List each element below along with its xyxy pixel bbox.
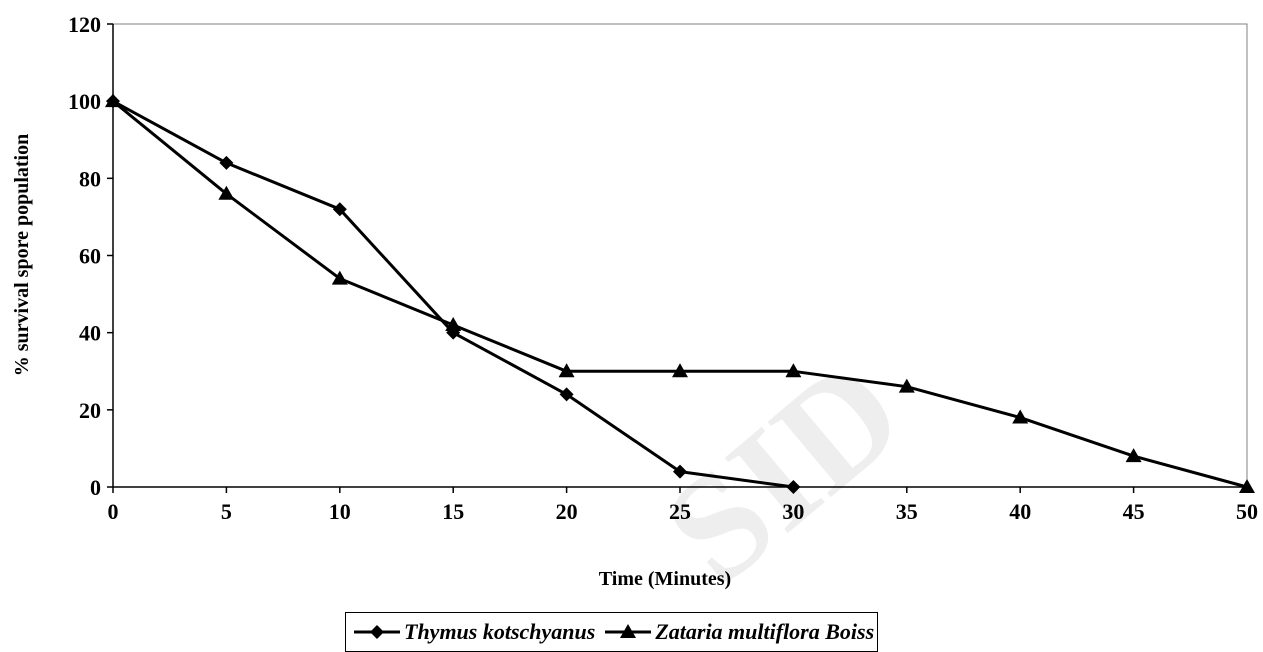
x-tick-label: 40 <box>1009 499 1031 524</box>
y-tick-label: 40 <box>79 321 101 346</box>
legend-item-zataria: Zataria multiflora Boiss <box>605 619 874 645</box>
legend-label-thymus: Thymus kotschyanus <box>404 619 596 644</box>
y-tick-label: 20 <box>79 398 101 423</box>
x-tick-label: 15 <box>442 499 464 524</box>
plot-area <box>112 23 1248 488</box>
data-point-triangle <box>898 378 915 393</box>
x-tick-label: 45 <box>1123 499 1145 524</box>
series-line-1 <box>112 99 794 489</box>
series-2 <box>105 93 1255 493</box>
legend: Thymus kotschyanus Zataria multiflora Bo… <box>345 612 878 652</box>
data-point-diamond <box>219 155 234 170</box>
y-tick-label: 80 <box>79 166 101 191</box>
series-layer <box>105 93 1255 494</box>
legend-item-thymus: Thymus kotschyanus <box>354 619 595 645</box>
x-tick-label: 10 <box>329 499 351 524</box>
data-point-triangle <box>331 270 348 285</box>
x-tick-labels: 0 5 10 15 20 25 30 35 40 45 50 <box>108 487 1258 524</box>
data-point-triangle <box>445 316 462 331</box>
y-tick-label: 120 <box>68 12 101 37</box>
data-point-diamond <box>786 480 801 494</box>
data-point-triangle <box>785 363 802 378</box>
data-point-triangle <box>218 185 235 200</box>
series-1 <box>106 94 801 494</box>
x-tick-label: 20 <box>556 499 578 524</box>
x-tick-label: 5 <box>221 499 232 524</box>
axes <box>112 24 1247 488</box>
data-point-triangle <box>558 363 575 378</box>
y-axis-title: % survival spore population <box>11 134 33 376</box>
y-tick-label: 100 <box>68 89 101 114</box>
y-tick-label: 60 <box>79 244 101 269</box>
data-point-diamond <box>559 387 574 402</box>
data-point-triangle <box>1239 479 1255 493</box>
y-tick-labels: 0 20 40 60 80 100 120 <box>68 12 113 500</box>
x-tick-label: 50 <box>1236 499 1258 524</box>
y-tick-label: 0 <box>90 475 101 500</box>
data-point-diamond <box>673 464 687 479</box>
x-axis-title: Time (Minutes) <box>599 568 731 590</box>
series-line-2 <box>112 100 1248 489</box>
diamond-marker-icon <box>354 625 400 639</box>
data-point-triangle <box>672 363 688 378</box>
legend-label-zataria: Zataria multiflora Boiss <box>655 619 875 644</box>
x-tick-label: 35 <box>896 499 918 524</box>
data-point-triangle <box>1125 448 1142 463</box>
x-tick-label: 25 <box>669 499 691 524</box>
triangle-marker-icon <box>605 624 652 638</box>
x-tick-label: 30 <box>782 499 804 524</box>
data-point-triangle <box>105 93 121 108</box>
data-point-diamond <box>332 202 347 217</box>
x-tick-label: 0 <box>108 499 119 524</box>
data-point-triangle <box>1012 409 1029 424</box>
